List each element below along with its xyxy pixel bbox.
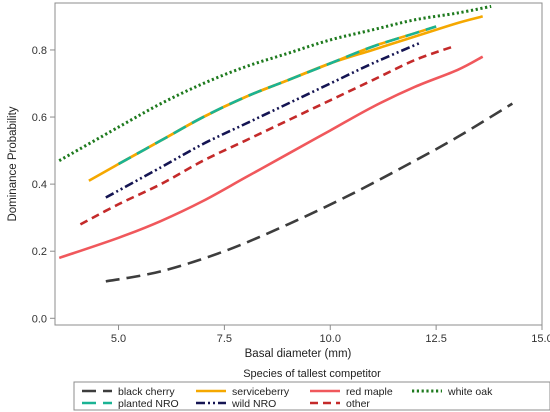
x-tick-label: 7.5 [217,333,232,345]
legend-label-wild-nro: wild NRO [231,398,276,410]
legend-label-serviceberry: serviceberry [232,386,290,398]
y-tick-label: 0.4 [32,179,47,191]
x-tick-label: 10.0 [320,333,341,345]
legend-label-planted-nro: planted NRO [118,398,179,410]
legend: black cherry serviceberry red maple white o… [82,386,493,410]
series-line-other [79,45,454,226]
x-axis-title: Basal diameter (mm) [245,348,352,360]
series-line-wild-nro [105,42,420,199]
series-lines [58,4,514,283]
legend-label-black-cherry: black cherry [118,386,175,398]
y-tick-label: 0.2 [32,246,47,258]
series-line-black-cherry [105,102,514,283]
legend-title: Species of tallest competitor [243,368,381,380]
x-tick-label: 12.5 [425,333,446,345]
x-axis: 5.0 7.5 10.0 12.5 15.0 [111,325,550,345]
x-tick-label: 15.0 [531,333,550,345]
series-line-red-maple [58,55,484,260]
series-line-planted-nro [117,25,437,166]
legend-box [73,381,550,411]
y-axis: 0.0 0.2 0.4 0.6 0.8 [32,45,55,325]
y-tick-label: 0.0 [32,313,47,325]
y-axis-title: Dominance Probability [7,106,19,221]
y-tick-label: 0.8 [32,45,47,57]
x-tick-label: 5.0 [111,333,126,345]
y-tick-label: 0.6 [32,112,47,124]
legend-label-white-oak: white oak [447,386,493,398]
legend-label-red-maple: red maple [346,386,393,398]
legend-label-other: other [346,398,370,410]
plot-frame [54,2,543,326]
